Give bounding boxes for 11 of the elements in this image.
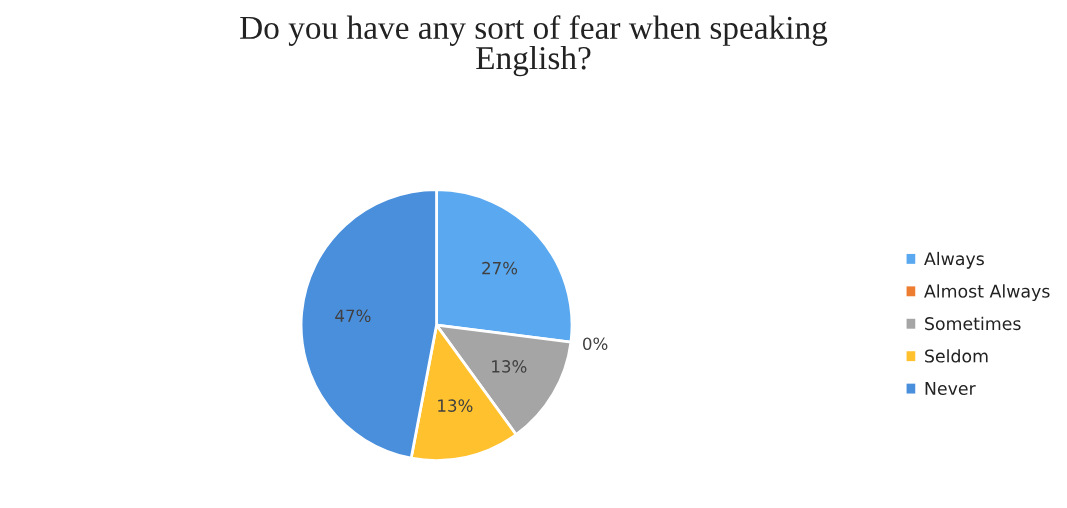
data-label: 13% — [438, 399, 473, 412]
legend-label: Always — [924, 251, 984, 269]
legend-label: Almost Always — [924, 284, 1050, 302]
data-label: 13% — [492, 360, 527, 373]
text: 0% — [583, 337, 608, 350]
data-label: 27% — [482, 261, 518, 275]
legend-label: Sometimes — [925, 316, 1021, 331]
legend-label: Seldom — [925, 349, 988, 363]
chart-title: Do you have any sort of fear when speaking English? — [240, 15, 828, 77]
data-label: 47% — [335, 309, 371, 323]
legend-label: Never — [925, 382, 976, 396]
